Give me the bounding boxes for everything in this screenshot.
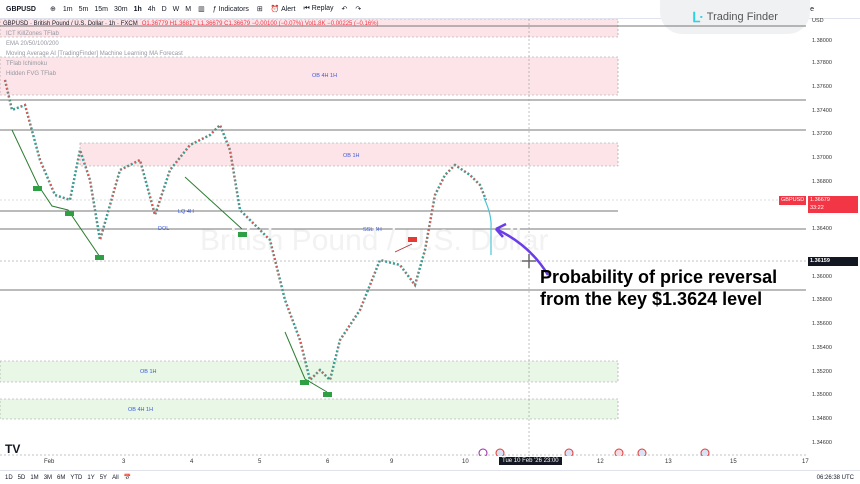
price-tick: 1.34800 bbox=[812, 416, 832, 422]
range-ytd[interactable]: YTD bbox=[70, 474, 83, 481]
price-tick: 1.37800 bbox=[812, 60, 832, 66]
symbol-price-label: GBPUSD bbox=[779, 196, 806, 205]
current-price-label: 1.36679 bbox=[808, 196, 858, 205]
time-tick: 13 bbox=[665, 459, 672, 465]
range-6m[interactable]: 6M bbox=[57, 474, 66, 481]
price-tick: 1.38000 bbox=[812, 38, 832, 44]
chart-canvas[interactable]: OB 4H 1H OB 1H OB 1H OB 4H 1H LQ 4H DOL … bbox=[0, 19, 806, 456]
replay-label: Replay bbox=[311, 5, 334, 12]
indicator-4[interactable]: Hidden FVG TFlab bbox=[6, 71, 56, 77]
time-tick: 10 bbox=[462, 459, 469, 465]
chart-legend: GBPUSD · British Pound / U.S. Dollar · 1… bbox=[0, 19, 620, 79]
tf-d[interactable]: D bbox=[161, 5, 167, 13]
tf-m[interactable]: M bbox=[185, 5, 192, 13]
price-tick: 1.37200 bbox=[812, 131, 832, 137]
price-tick: 1.37600 bbox=[812, 84, 832, 90]
price-axis[interactable]: USD 1.38000 1.37800 1.37600 1.37400 1.37… bbox=[806, 18, 860, 456]
svg-text:OB 4H 1H: OB 4H 1H bbox=[312, 73, 337, 79]
chart-type-icon[interactable]: ▥ bbox=[198, 6, 205, 13]
tf-4h[interactable]: 4h bbox=[147, 5, 156, 13]
tf-1h[interactable]: 1h bbox=[133, 5, 142, 13]
svg-text:TV: TV bbox=[5, 442, 20, 456]
indicators-button[interactable]: ƒ Indicators bbox=[212, 5, 249, 13]
templates-icon[interactable]: ⊞ bbox=[256, 6, 263, 13]
tf-5m[interactable]: 5m bbox=[78, 5, 89, 13]
indicator-2[interactable]: Moving Average AI [TradingFinder] Machin… bbox=[6, 51, 183, 57]
annotation-text: Probability of price reversal from the k… bbox=[540, 266, 777, 310]
price-tick: 1.36400 bbox=[812, 226, 832, 232]
price-tick: 1.35200 bbox=[812, 369, 832, 375]
range-all[interactable]: All bbox=[112, 474, 119, 481]
price-tick: 1.37400 bbox=[812, 108, 832, 114]
time-tick: 12 bbox=[597, 459, 604, 465]
price-tick: 1.35000 bbox=[812, 392, 832, 398]
undo-icon[interactable]: ↶ bbox=[341, 6, 348, 13]
range-5y[interactable]: 5Y bbox=[99, 474, 108, 481]
logo-text: Trading Finder bbox=[706, 11, 778, 23]
price-tick: 1.35600 bbox=[812, 321, 832, 327]
range-3m[interactable]: 3M bbox=[43, 474, 53, 481]
svg-text:LQ 4H: LQ 4H bbox=[178, 209, 194, 215]
countdown-label: 33:22 bbox=[808, 204, 858, 213]
svg-text:OB 4H 1H: OB 4H 1H bbox=[128, 407, 153, 413]
replay-button[interactable]: ⏮ Replay bbox=[303, 5, 334, 12]
add-symbol-icon[interactable]: ⊕ bbox=[50, 6, 56, 13]
price-tick: 1.36800 bbox=[812, 179, 832, 185]
time-tick: 5 bbox=[258, 459, 262, 465]
annotation-line2: from the key $1.3624 level bbox=[540, 289, 763, 309]
crosshair-price-label: 1.36159 bbox=[808, 257, 858, 266]
legend-title: GBPUSD · British Pound / U.S. Dollar · 1… bbox=[3, 21, 138, 27]
tf-1m[interactable]: 1m bbox=[62, 5, 73, 13]
alert-label: Alert bbox=[281, 6, 296, 13]
range-1d[interactable]: 1D bbox=[5, 474, 13, 481]
price-tick: 1.35400 bbox=[812, 345, 832, 351]
indicators-label: Indicators bbox=[218, 5, 249, 13]
tf-30m[interactable]: 30m bbox=[113, 5, 128, 13]
svg-text:SSL 4H: SSL 4H bbox=[363, 227, 382, 233]
price-chart-svg: OB 4H 1H OB 1H OB 1H OB 4H 1H LQ 4H DOL … bbox=[0, 19, 806, 456]
logo-icon: ᒷ bbox=[692, 8, 703, 25]
range-1m[interactable]: 1M bbox=[30, 474, 39, 481]
indicator-1[interactable]: EMA 20/50/100/200 bbox=[6, 41, 59, 47]
symbol-search[interactable]: GBPUSD bbox=[6, 5, 36, 13]
time-tick: 9 bbox=[390, 459, 394, 465]
price-tick: 1.35800 bbox=[812, 297, 832, 303]
time-axis[interactable]: Feb 3 4 5 6 9 10 12 13 15 17 Tue 10 Feb … bbox=[0, 456, 809, 470]
price-tick: 1.36000 bbox=[812, 274, 832, 280]
indicator-0[interactable]: ICT KillZones TFlab bbox=[6, 31, 59, 37]
redo-icon[interactable]: ↷ bbox=[355, 6, 362, 13]
tf-15m[interactable]: 15m bbox=[94, 5, 108, 13]
svg-text:OB 1H: OB 1H bbox=[343, 153, 360, 159]
indicator-3[interactable]: TFlab Ichimoku bbox=[6, 61, 48, 67]
utc-clock[interactable]: 06:26:38 UTC bbox=[816, 474, 854, 481]
range-1y[interactable]: 1Y bbox=[87, 474, 95, 481]
calendar-icon[interactable]: 📅 bbox=[123, 475, 132, 481]
tf-w[interactable]: W bbox=[172, 5, 180, 13]
top-toolbar: GBPUSD ⊕ 1m 5m 15m 30m 1h 4h D W M ▥ ƒ I… bbox=[0, 0, 860, 19]
legend-ohlc: O1.36779 H1.36817 L1.36679 C1.36679 −0.0… bbox=[141, 21, 379, 27]
time-tick: 6 bbox=[326, 459, 330, 465]
time-tick: 3 bbox=[122, 459, 126, 465]
crosshair-time-label: Tue 10 Feb '26 23:00 bbox=[499, 457, 562, 465]
time-tick: Feb bbox=[44, 459, 55, 465]
price-tick: 1.34600 bbox=[812, 440, 832, 446]
bottom-toolbar: 1D 5D 1M 3M 6M YTD 1Y 5Y All 📅 06:26:38 … bbox=[0, 470, 860, 484]
range-5d[interactable]: 5D bbox=[17, 474, 26, 481]
currency-selector[interactable]: USD bbox=[812, 18, 824, 24]
price-tick: 1.37000 bbox=[812, 155, 832, 161]
trading-finder-logo: ᒷ Trading Finder bbox=[660, 0, 810, 34]
svg-text:DOL: DOL bbox=[158, 226, 169, 232]
time-tick: 4 bbox=[190, 459, 194, 465]
time-tick: 17 bbox=[802, 459, 809, 465]
alert-button[interactable]: ⏰ Alert bbox=[270, 6, 296, 13]
svg-text:OB 1H: OB 1H bbox=[140, 369, 157, 375]
time-tick: 15 bbox=[730, 459, 737, 465]
annotation-line1: Probability of price reversal bbox=[540, 267, 778, 287]
